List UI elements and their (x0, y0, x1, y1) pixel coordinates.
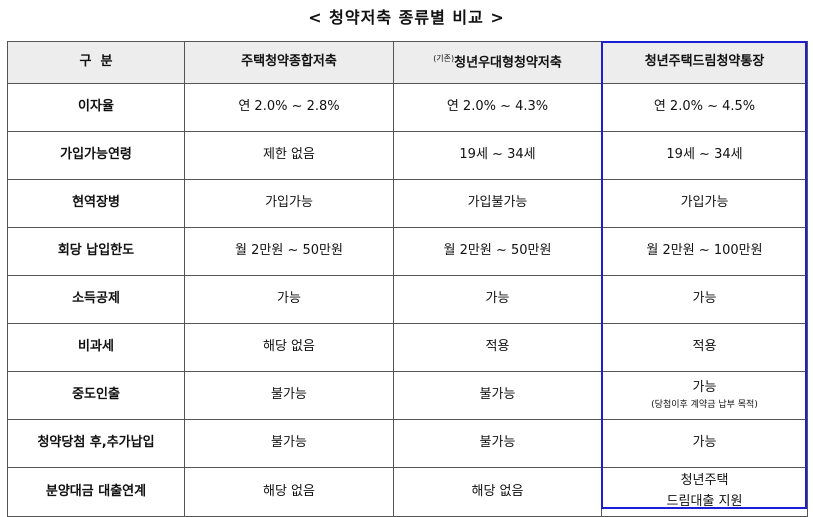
cell: 월 2만원 ~ 100만원 (601, 227, 808, 276)
header-category: 구 분 (7, 41, 185, 84)
comparison-table: 구 분 주택청약종합저축 (기존)청년우대형청약저축 청년주택드림청약통장 이자… (7, 41, 808, 517)
cell: 가능 (601, 275, 808, 324)
cell: 가능 (601, 419, 808, 468)
cell-line-1: 청년주택 (680, 473, 729, 489)
cell: 가능 (당첨이후 계약금 납부 목적) (601, 371, 808, 420)
cell: 월 2만원 ~ 50만원 (184, 227, 394, 276)
row-label: 청약당첨 후,추가납입 (7, 419, 185, 468)
cell: 해당 없음 (184, 467, 394, 517)
cell-line-2: 드림대출 지원 (666, 494, 743, 509)
cell: 불가능 (184, 371, 394, 420)
row-label: 분양대금 대출연계 (7, 467, 185, 517)
table-row: 이자율 연 2.0% ~ 2.8% 연 2.0% ~ 4.3% 연 2.0% ~… (7, 83, 808, 132)
row-label: 중도인출 (7, 371, 185, 420)
page-title: < 청약저축 종류별 비교 > (308, 8, 505, 27)
header-housing-subscription: 주택청약종합저축 (184, 41, 394, 84)
row-label: 비과세 (7, 323, 185, 372)
cell: 해당 없음 (184, 323, 394, 372)
cell: 가능 (393, 275, 602, 324)
cell: 가능 (184, 275, 394, 324)
cell: 불가능 (393, 371, 602, 420)
table-row: 중도인출 불가능 불가능 가능 (당첨이후 계약금 납부 목적) (7, 371, 808, 420)
cell: 월 2만원 ~ 50만원 (393, 227, 602, 276)
cell: 적용 (393, 323, 602, 372)
cell: 연 2.0% ~ 2.8% (184, 83, 394, 132)
table-row: 소득공제 가능 가능 가능 (7, 275, 808, 324)
cell: 연 2.0% ~ 4.5% (601, 83, 808, 132)
row-label: 현역장병 (7, 179, 185, 228)
cell: 19세 ~ 34세 (601, 131, 808, 180)
cell: 불가능 (393, 419, 602, 468)
cell: 제한 없음 (184, 131, 394, 180)
row-label: 회당 납입한도 (7, 227, 185, 276)
header-existing-tag: (기존) (433, 53, 455, 63)
table-row: 가입가능연령 제한 없음 19세 ~ 34세 19세 ~ 34세 (7, 131, 808, 180)
cell-main: 가능 (692, 380, 717, 396)
row-label: 이자율 (7, 83, 185, 132)
cell-note: (당첨이후 계약금 납부 목적) (651, 399, 758, 410)
header-youth-preferred: (기존)청년우대형청약저축 (393, 41, 602, 84)
table-row: 현역장병 가입가능 가입불가능 가입가능 (7, 179, 808, 228)
header-youth-preferred-label: 청년우대형청약저축 (454, 55, 562, 71)
row-label: 소득공제 (7, 275, 185, 324)
table-row: 분양대금 대출연계 해당 없음 해당 없음 청년주택 드림대출 지원 (7, 467, 808, 517)
cell: 가입가능 (184, 179, 394, 228)
table-row: 청약당첨 후,추가납입 불가능 불가능 가능 (7, 419, 808, 468)
cell: 19세 ~ 34세 (393, 131, 602, 180)
cell: 불가능 (184, 419, 394, 468)
row-label: 가입가능연령 (7, 131, 185, 180)
cell: 가입가능 (601, 179, 808, 228)
cell: 해당 없음 (393, 467, 602, 517)
header-youth-dream: 청년주택드림청약통장 (601, 41, 808, 84)
cell: 가입불가능 (393, 179, 602, 228)
cell: 연 2.0% ~ 4.3% (393, 83, 602, 132)
cell: 적용 (601, 323, 808, 372)
cell: 청년주택 드림대출 지원 (601, 467, 808, 517)
table-row: 회당 납입한도 월 2만원 ~ 50만원 월 2만원 ~ 50만원 월 2만원 … (7, 227, 808, 276)
table-row: 비과세 해당 없음 적용 적용 (7, 323, 808, 372)
table-header-row: 구 분 주택청약종합저축 (기존)청년우대형청약저축 청년주택드림청약통장 (7, 41, 808, 84)
